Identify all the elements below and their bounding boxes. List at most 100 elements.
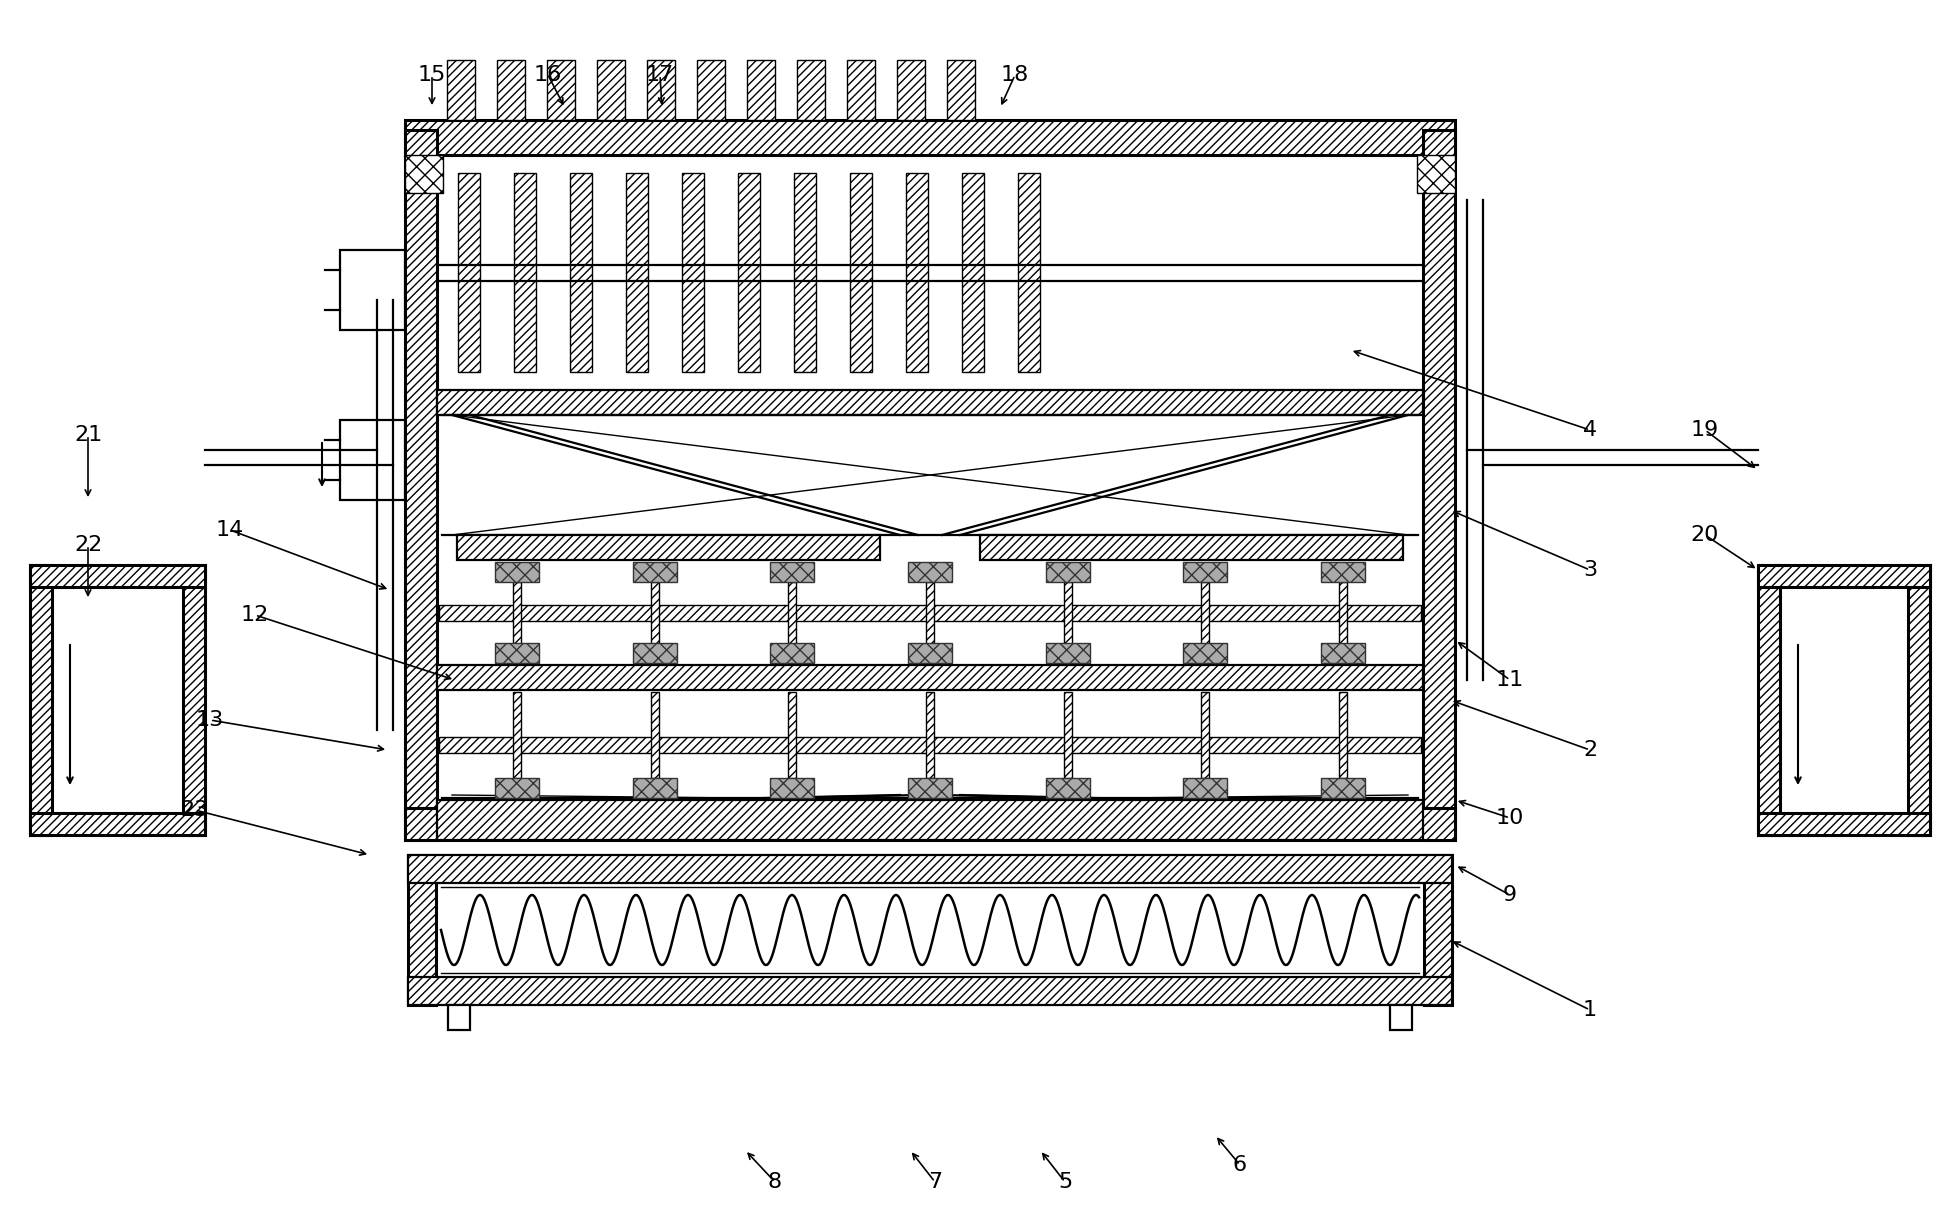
Bar	[909, 562, 952, 582]
Text: 2: 2	[1583, 741, 1597, 760]
Bar	[770, 562, 815, 582]
Bar	[548, 59, 575, 120]
Bar	[1424, 130, 1455, 840]
Bar	[437, 883, 1424, 977]
Bar	[1320, 562, 1365, 582]
Bar	[696, 59, 725, 120]
Bar	[339, 420, 406, 500]
Bar	[907, 174, 928, 371]
Bar	[497, 59, 525, 120]
Bar	[406, 120, 1455, 155]
Bar	[1201, 692, 1209, 778]
Bar	[29, 565, 53, 835]
Bar	[1424, 855, 1453, 1005]
Text: 16: 16	[534, 66, 562, 85]
Text: 13: 13	[195, 710, 224, 730]
Bar	[926, 582, 934, 663]
Bar	[770, 778, 815, 798]
Bar	[1063, 692, 1072, 778]
Bar	[1018, 174, 1039, 371]
Bar	[1320, 778, 1365, 798]
Bar	[1418, 155, 1455, 193]
Bar	[448, 1005, 470, 1029]
Bar	[1201, 582, 1209, 663]
Bar	[439, 737, 1422, 753]
Bar	[437, 665, 1424, 690]
Bar	[495, 643, 538, 663]
Bar	[53, 588, 183, 813]
Text: 12: 12	[242, 605, 269, 625]
Bar	[1759, 565, 1930, 588]
Bar	[1184, 562, 1227, 582]
Bar	[1320, 643, 1365, 663]
Bar	[788, 692, 796, 778]
Bar	[1063, 582, 1072, 663]
Text: 17: 17	[645, 66, 675, 85]
Bar	[408, 977, 1453, 1005]
Text: 15: 15	[417, 66, 447, 85]
Bar	[447, 59, 476, 120]
Bar	[788, 582, 796, 663]
Text: 18: 18	[1000, 66, 1030, 85]
Text: 14: 14	[216, 520, 244, 540]
Bar	[513, 692, 521, 778]
Text: 4: 4	[1583, 420, 1597, 439]
Bar	[798, 59, 825, 120]
Bar	[183, 565, 205, 835]
Text: 3: 3	[1583, 560, 1597, 580]
Bar	[339, 250, 406, 330]
Bar	[495, 562, 538, 582]
Text: 21: 21	[74, 425, 101, 446]
Bar	[437, 800, 1424, 840]
Bar	[1759, 813, 1930, 835]
Text: 7: 7	[928, 1172, 942, 1192]
Bar	[909, 643, 952, 663]
Bar	[495, 778, 538, 798]
Bar	[770, 643, 815, 663]
Text: 19: 19	[1691, 420, 1720, 439]
Bar	[647, 59, 675, 120]
Bar	[29, 565, 205, 588]
Bar	[1907, 565, 1930, 835]
Bar	[1390, 1005, 1412, 1029]
Bar	[1759, 565, 1780, 835]
Bar	[846, 59, 876, 120]
Text: 1: 1	[1583, 1000, 1597, 1020]
Bar	[948, 59, 975, 120]
Bar	[651, 692, 659, 778]
Bar	[981, 535, 1402, 560]
Text: 10: 10	[1496, 809, 1525, 828]
Bar	[439, 605, 1422, 620]
Bar	[515, 174, 536, 371]
Bar	[1045, 562, 1090, 582]
Bar	[1184, 778, 1227, 798]
Text: 20: 20	[1691, 524, 1720, 545]
Bar	[926, 692, 934, 778]
Bar	[682, 174, 704, 371]
Text: 6: 6	[1232, 1155, 1248, 1175]
Bar	[437, 130, 1424, 840]
Bar	[1045, 778, 1090, 798]
Text: 23: 23	[181, 800, 209, 819]
Bar	[597, 59, 626, 120]
Bar	[513, 582, 521, 663]
Bar	[1184, 643, 1227, 663]
Bar	[651, 582, 659, 663]
Bar	[794, 174, 815, 371]
Text: 22: 22	[74, 535, 101, 555]
Bar	[1340, 692, 1347, 778]
Bar	[29, 813, 205, 835]
Bar	[632, 643, 677, 663]
Bar	[406, 130, 437, 840]
Bar	[632, 562, 677, 582]
Bar	[1045, 643, 1090, 663]
Text: 11: 11	[1496, 670, 1525, 690]
Bar	[456, 535, 879, 560]
Bar	[850, 174, 872, 371]
Bar	[737, 174, 760, 371]
Text: 5: 5	[1057, 1172, 1072, 1192]
Bar	[909, 778, 952, 798]
Bar	[747, 59, 774, 120]
Bar	[626, 174, 647, 371]
Bar	[961, 174, 985, 371]
